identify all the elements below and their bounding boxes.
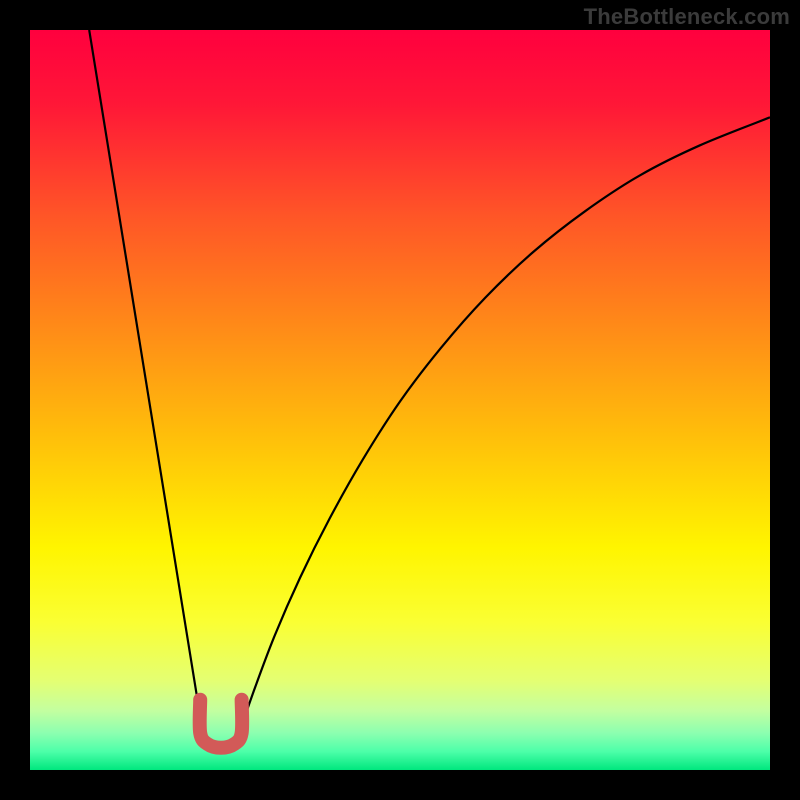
watermark-text: TheBottleneck.com: [584, 4, 790, 30]
bottleneck-chart: [0, 0, 800, 800]
